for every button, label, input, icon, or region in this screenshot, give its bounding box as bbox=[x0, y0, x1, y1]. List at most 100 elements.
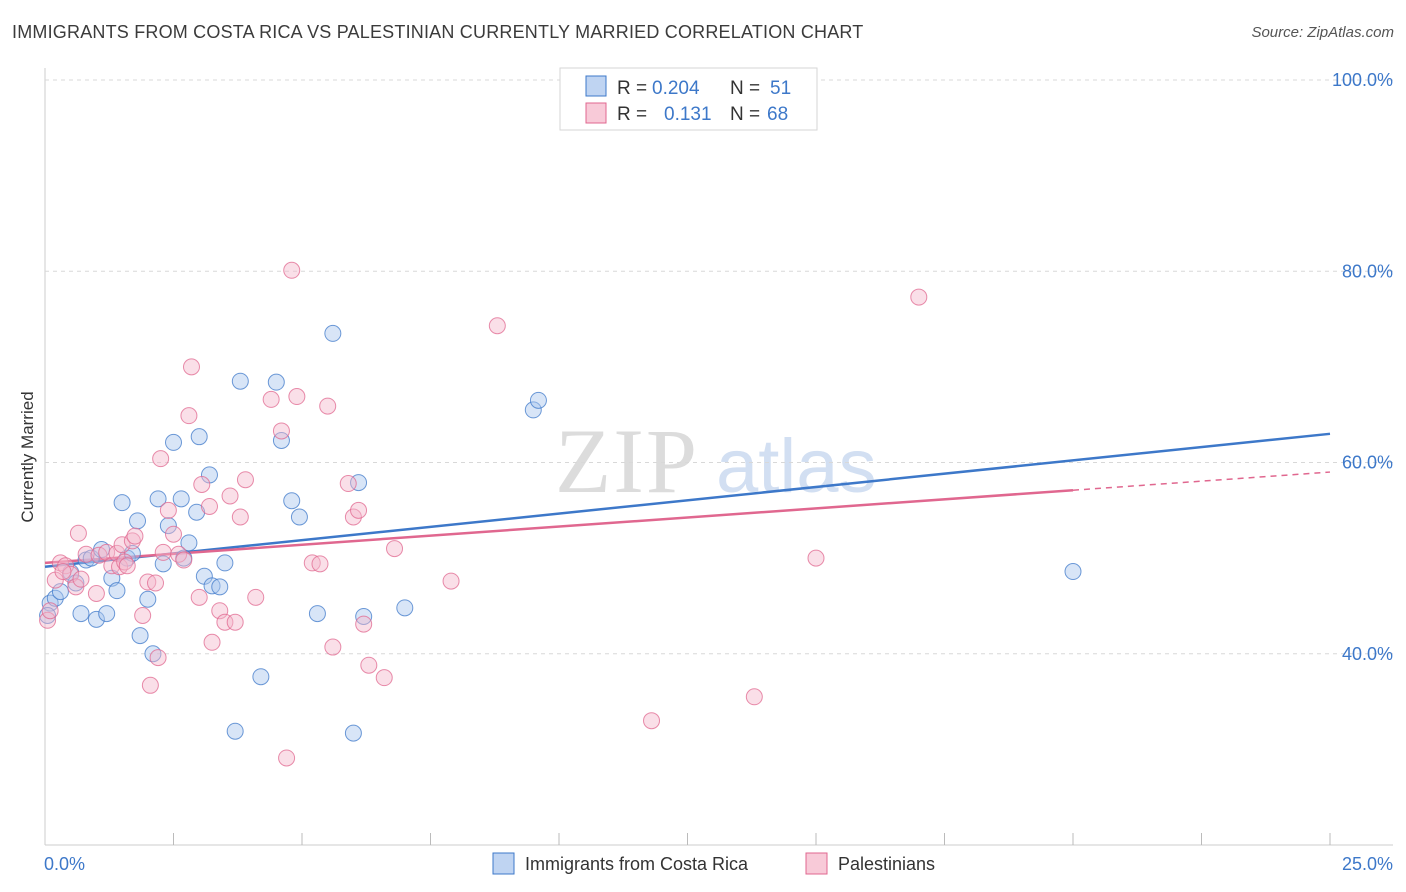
point-costa-rica bbox=[87, 610, 105, 628]
point-palestinians bbox=[386, 540, 404, 558]
point-palestinians bbox=[278, 749, 296, 767]
point-palestinians bbox=[488, 317, 506, 335]
point-costa-rica bbox=[226, 722, 244, 740]
watermark-atlas: atlas bbox=[716, 424, 877, 509]
point-costa-rica bbox=[165, 433, 182, 451]
bottom-legend-label-pink: Palestinians bbox=[838, 854, 935, 874]
point-costa-rica bbox=[283, 492, 301, 510]
point-palestinians bbox=[180, 407, 198, 425]
point-costa-rica bbox=[172, 490, 190, 508]
legend-swatch-pink bbox=[585, 102, 607, 124]
point-palestinians bbox=[165, 525, 182, 543]
point-palestinians bbox=[152, 450, 170, 468]
point-costa-rica bbox=[272, 432, 290, 450]
point-palestinians bbox=[69, 524, 87, 542]
legend-r-value-1: 0.204 bbox=[652, 78, 700, 99]
point-costa-rica bbox=[267, 373, 285, 391]
legend-r-label-2: R = bbox=[617, 104, 647, 125]
legend-swatch-blue bbox=[585, 75, 607, 97]
point-costa-rica bbox=[149, 490, 167, 508]
x-tick-label-max: 25.0% bbox=[1342, 854, 1393, 874]
point-costa-rica bbox=[524, 401, 542, 419]
point-palestinians bbox=[288, 388, 306, 406]
point-palestinians bbox=[203, 633, 221, 651]
legend-r-value-2: 0.131 bbox=[664, 104, 712, 125]
point-costa-rica bbox=[308, 605, 326, 623]
point-palestinians bbox=[113, 536, 131, 554]
point-palestinians bbox=[262, 390, 280, 408]
point-palestinians bbox=[154, 543, 172, 561]
point-palestinians bbox=[126, 527, 144, 545]
bottom-legend-swatch-pink bbox=[805, 852, 828, 875]
point-palestinians bbox=[360, 656, 378, 674]
top-legend: R = 0.204 N = 51 R = 0.131 N = 68 bbox=[559, 67, 818, 131]
point-palestinians bbox=[190, 588, 208, 606]
point-costa-rica bbox=[108, 582, 126, 600]
point-costa-rica bbox=[211, 578, 229, 596]
point-palestinians bbox=[72, 570, 90, 588]
point-costa-rica bbox=[72, 605, 90, 623]
trendline-costa-rica bbox=[44, 432, 1331, 568]
point-palestinians bbox=[141, 676, 159, 694]
point-palestinians bbox=[175, 551, 193, 569]
chart-title: IMMIGRANTS FROM COSTA RICA VS PALESTINIA… bbox=[12, 22, 864, 42]
trendline-palestinians-extrapolated bbox=[1072, 471, 1331, 491]
point-palestinians bbox=[442, 572, 460, 590]
bottom-legend: Immigrants from Costa Rica Palestinians bbox=[492, 852, 935, 875]
point-palestinians bbox=[643, 712, 661, 730]
bottom-legend-label-blue: Immigrants from Costa Rica bbox=[525, 854, 749, 874]
y-tick-label: 100.0% bbox=[1332, 70, 1393, 90]
point-palestinians bbox=[350, 501, 368, 519]
point-palestinians bbox=[159, 501, 177, 519]
chart-source: Source: ZipAtlas.com bbox=[1251, 24, 1394, 41]
point-palestinians bbox=[77, 545, 95, 563]
x-tick-label-min: 0.0% bbox=[44, 854, 85, 874]
point-palestinians bbox=[193, 475, 211, 493]
point-palestinians bbox=[118, 557, 136, 575]
point-palestinians bbox=[339, 475, 357, 493]
point-palestinians bbox=[54, 563, 72, 581]
point-costa-rica bbox=[139, 590, 157, 608]
watermark-zip: ZIP bbox=[555, 410, 699, 512]
point-costa-rica bbox=[131, 627, 149, 645]
trendline-palestinians bbox=[44, 488, 1074, 565]
point-palestinians bbox=[182, 358, 200, 376]
point-palestinians bbox=[134, 607, 152, 624]
point-costa-rica bbox=[190, 428, 208, 446]
point-palestinians bbox=[147, 574, 165, 592]
point-palestinians bbox=[247, 588, 265, 606]
point-costa-rica bbox=[180, 534, 198, 552]
legend-n-value-1: 51 bbox=[770, 78, 791, 99]
point-palestinians bbox=[807, 549, 825, 567]
y-axis-label: Currently Married bbox=[18, 391, 37, 522]
legend-n-label-1: N = bbox=[730, 78, 760, 99]
point-costa-rica bbox=[113, 494, 131, 512]
point-costa-rica bbox=[39, 607, 57, 624]
point-costa-rica bbox=[129, 512, 147, 530]
point-palestinians bbox=[283, 261, 301, 279]
point-palestinians bbox=[910, 288, 928, 306]
point-costa-rica bbox=[252, 668, 270, 686]
point-costa-rica bbox=[159, 517, 177, 535]
point-palestinians bbox=[221, 487, 239, 505]
point-palestinians bbox=[226, 613, 244, 631]
point-palestinians bbox=[216, 613, 234, 631]
point-palestinians bbox=[149, 649, 167, 667]
point-costa-rica bbox=[231, 372, 249, 390]
legend-r-label-1: R = bbox=[617, 78, 647, 99]
point-palestinians bbox=[355, 615, 373, 633]
point-palestinians bbox=[375, 669, 393, 687]
legend-n-value-2: 68 bbox=[767, 104, 788, 125]
point-palestinians bbox=[87, 585, 105, 603]
point-palestinians bbox=[319, 397, 337, 415]
point-costa-rica bbox=[344, 724, 362, 742]
point-palestinians bbox=[41, 602, 59, 620]
point-palestinians bbox=[745, 688, 763, 706]
point-costa-rica bbox=[324, 324, 342, 342]
point-costa-rica bbox=[1064, 563, 1082, 581]
legend-n-label-2: N = bbox=[730, 104, 760, 125]
point-costa-rica bbox=[529, 391, 547, 409]
y-tick-label: 60.0% bbox=[1342, 453, 1393, 473]
point-palestinians bbox=[231, 508, 249, 526]
